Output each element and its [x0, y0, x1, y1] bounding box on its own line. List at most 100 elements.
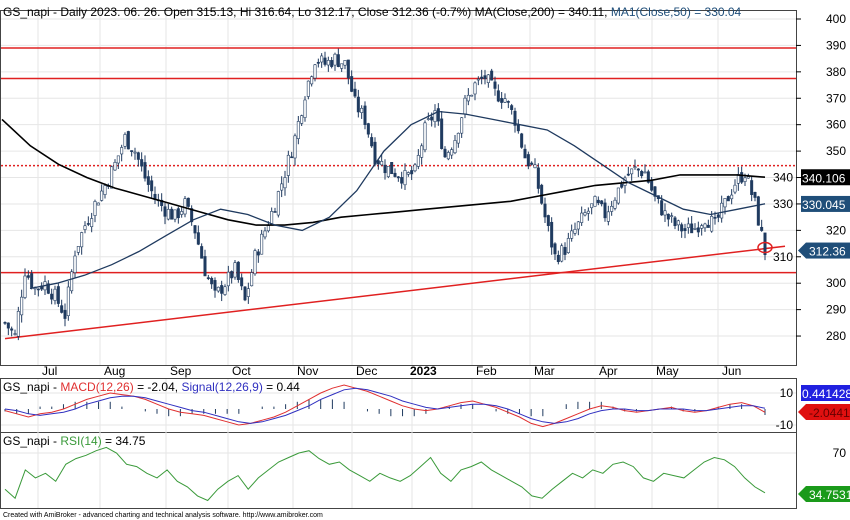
- candle-down: [383, 164, 387, 174]
- price-header: GS_napi - Daily 2023. 06. 26. Open 315.1…: [3, 5, 742, 19]
- candle-down: [690, 223, 694, 234]
- candle-up: [226, 271, 230, 287]
- candle-up: [700, 225, 704, 229]
- candle-down: [673, 217, 677, 227]
- candle-down: [63, 310, 67, 319]
- candle-down: [526, 154, 530, 167]
- candle-up: [223, 286, 227, 295]
- candle-down: [370, 137, 374, 147]
- candle-down: [400, 177, 404, 184]
- y-tick-label: 290: [826, 303, 846, 317]
- candle-up: [93, 201, 97, 216]
- candle-down: [366, 123, 370, 135]
- candle-up: [606, 211, 610, 222]
- candle-down: [190, 208, 194, 223]
- candle-up: [486, 74, 490, 83]
- candle-down: [493, 81, 497, 89]
- macd-y-tick-label: 10: [780, 386, 794, 400]
- trendline: [4, 245, 786, 340]
- highlight-circle: [757, 241, 773, 254]
- ma200-value-label-bg: [801, 169, 850, 186]
- signal-header-value: = 0.44: [263, 380, 300, 394]
- candle-down: [210, 277, 214, 285]
- y-tick-label: 350: [826, 144, 846, 158]
- ma50-line: [29, 110, 766, 290]
- candle-up: [466, 94, 470, 102]
- candle-down: [256, 251, 260, 256]
- candle-up: [560, 245, 564, 262]
- candle-up: [703, 223, 707, 229]
- candle-up: [293, 135, 297, 159]
- candle-down: [236, 261, 240, 280]
- candle-up: [360, 107, 364, 113]
- candle-up: [580, 212, 584, 223]
- candle-down: [680, 224, 684, 232]
- candle-up: [643, 171, 647, 174]
- candle-down: [600, 200, 604, 205]
- candle-down: [543, 203, 547, 218]
- candle-down: [330, 60, 334, 67]
- candle-up: [333, 53, 337, 66]
- candle-up: [313, 64, 317, 79]
- candle-down: [150, 180, 154, 192]
- candle-down: [500, 98, 504, 103]
- candle-up: [70, 271, 74, 292]
- candle-down: [163, 206, 167, 217]
- candle-up: [20, 296, 24, 316]
- x-tick-label: Nov: [297, 364, 318, 378]
- macd-y-tick-label: -10: [776, 418, 794, 432]
- candle-up: [583, 212, 587, 216]
- candle-down: [240, 277, 244, 287]
- candle-up: [463, 97, 467, 115]
- candle-up: [113, 162, 117, 171]
- candle-down: [26, 275, 30, 278]
- candle-down: [6, 322, 10, 329]
- candle-down: [3, 322, 7, 324]
- candle-down: [716, 214, 720, 218]
- y-tick-label: 310: [773, 250, 793, 264]
- candle-up: [576, 221, 580, 230]
- macd-header: GS_napi - MACD(12,26) = -2.04, Signal(12…: [3, 380, 300, 394]
- candle-up: [83, 225, 87, 230]
- signal-value-label-bg: [801, 385, 850, 401]
- candle-up: [283, 177, 287, 189]
- candle-up: [343, 60, 347, 66]
- candle-up: [566, 238, 570, 253]
- x-tick-label: Aug: [104, 364, 125, 378]
- candle-up: [380, 161, 384, 166]
- candle-up: [403, 170, 407, 186]
- rsi-panel-frame: [0, 432, 797, 509]
- candle-down: [140, 159, 144, 167]
- x-tick-label: May: [656, 364, 679, 378]
- candle-up: [586, 210, 590, 214]
- candle-down: [126, 131, 130, 150]
- candle-down: [620, 184, 624, 188]
- rsi-value-label-bg: [806, 486, 850, 502]
- rsi-header-label: RSI(14): [60, 434, 101, 448]
- candle-up: [670, 215, 674, 217]
- candle-up: [100, 190, 104, 201]
- candle-up: [270, 211, 274, 225]
- candle-down: [653, 186, 657, 197]
- candle-up: [110, 166, 114, 189]
- candle-down: [483, 75, 487, 80]
- candle-down: [336, 54, 340, 67]
- candle-down: [430, 116, 434, 121]
- candle-down: [273, 211, 277, 213]
- candle-up: [423, 122, 427, 151]
- candle-down: [506, 101, 510, 103]
- candle-up: [590, 203, 594, 209]
- candle-down: [353, 88, 357, 97]
- candle-up: [320, 55, 324, 63]
- candle-down: [30, 273, 34, 288]
- y-tick-label: 320: [826, 223, 846, 237]
- x-tick-label: 2023: [410, 364, 437, 378]
- candle-down: [350, 76, 354, 92]
- candle-down: [753, 191, 757, 198]
- macd-value-label-arrow: [798, 404, 806, 420]
- y-tick-label: 300: [826, 276, 846, 290]
- candle-down: [660, 200, 664, 216]
- candle-up: [260, 233, 264, 255]
- candle-down: [760, 226, 764, 231]
- candle-down: [346, 59, 350, 79]
